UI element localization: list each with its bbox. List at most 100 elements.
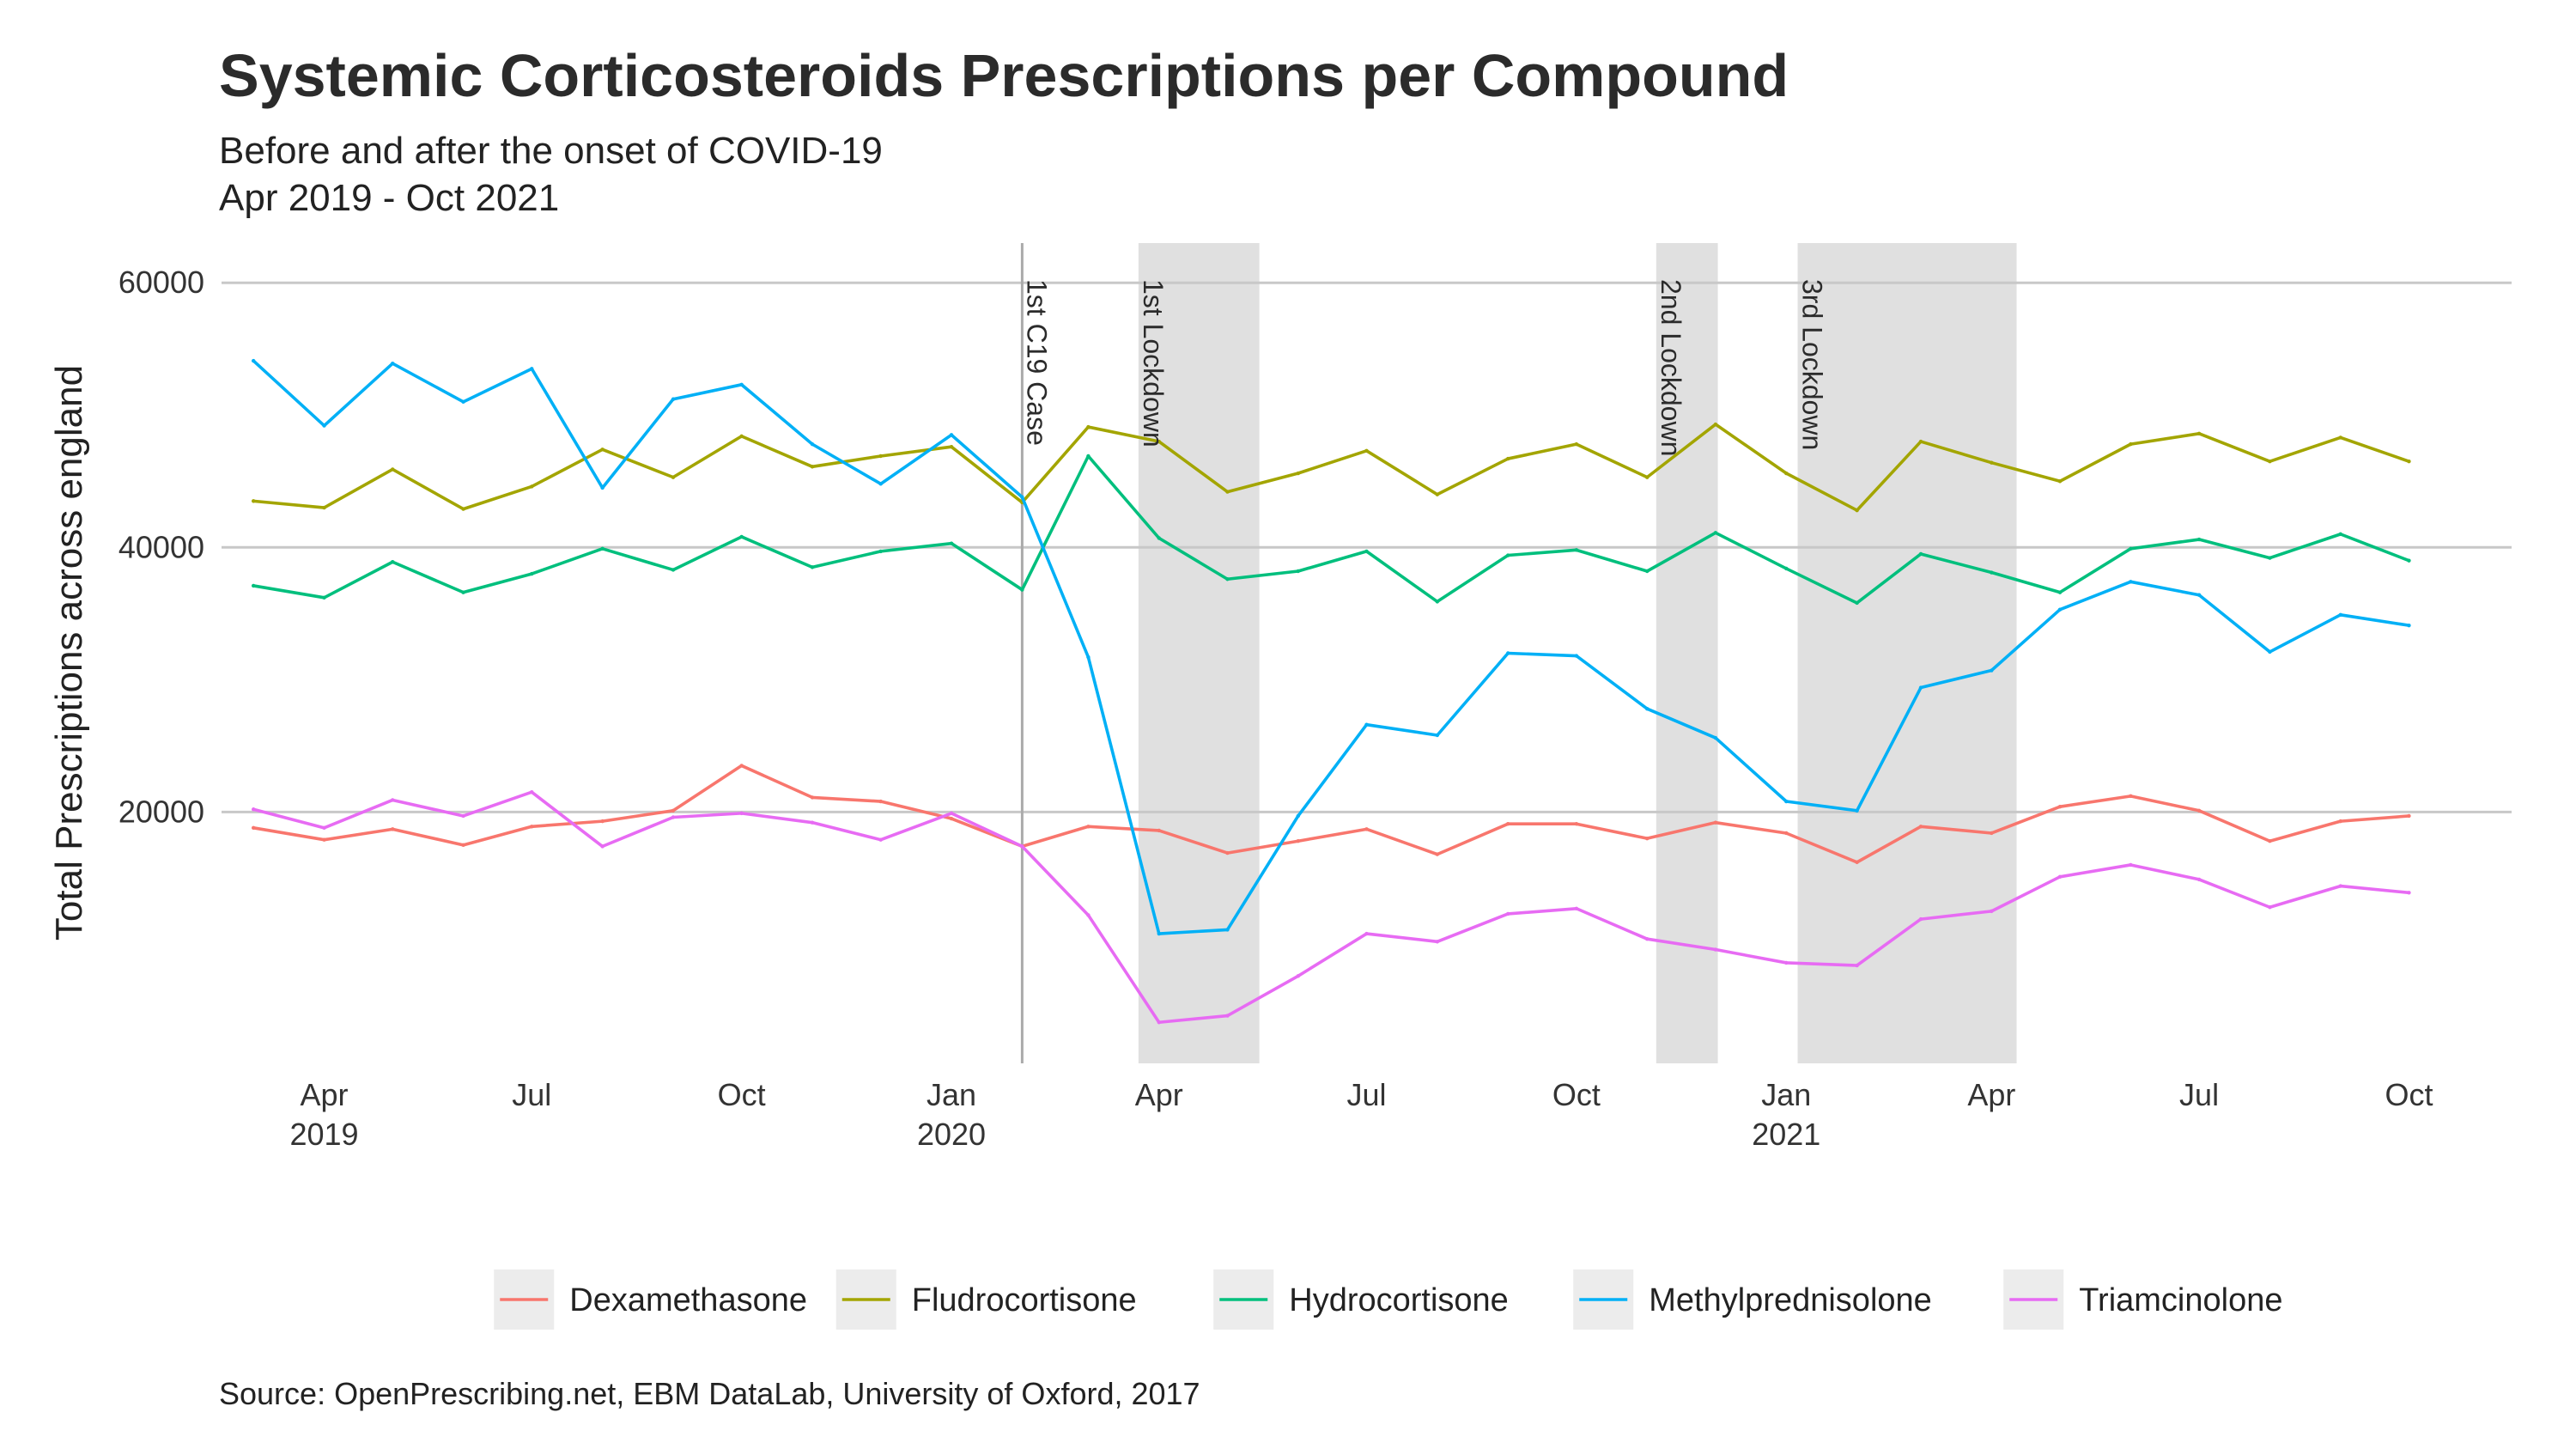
hydrocortisone-point xyxy=(1435,600,1440,604)
hydrocortisone-point xyxy=(391,560,395,564)
dexamethasone-point xyxy=(671,808,676,813)
hydrocortisone-point xyxy=(461,590,465,594)
methylprednisolone-point xyxy=(2196,593,2202,597)
dexamethasone-point xyxy=(391,827,395,831)
legend: Dexamethasone Fludrocortisone Hydrocortiso… xyxy=(494,1269,2283,1330)
methylprednisolone-point xyxy=(1990,668,1994,673)
triamcinolone-point xyxy=(1157,1020,1161,1025)
hydrocortisone-point xyxy=(1225,577,1230,581)
x-tick-label: Jul xyxy=(2179,1077,2219,1112)
hydrocortisone-point xyxy=(1990,570,1994,575)
hydrocortisone-point xyxy=(1364,549,1369,554)
hydrocortisone-point xyxy=(1505,553,1510,557)
chart-subtitle-line-2: Apr 2019 - Oct 2021 xyxy=(219,177,559,219)
dexamethasone-point xyxy=(2057,804,2063,809)
methylprednisolone-point xyxy=(2268,649,2272,654)
legend-label: Triamcinolone xyxy=(2079,1282,2282,1318)
triamcinolone-point xyxy=(1574,906,1579,910)
fludrocortisone-point xyxy=(810,465,815,469)
triamcinolone-point xyxy=(1364,931,1369,936)
hydrocortisone-point xyxy=(1855,600,1859,606)
hydrocortisone-point xyxy=(949,541,954,545)
hydrocortisone-point xyxy=(251,583,256,588)
dexamethasone-point xyxy=(878,799,883,804)
triamcinolone-point xyxy=(2129,862,2133,868)
x-tick-year-label: 2021 xyxy=(1752,1117,1820,1152)
dexamethasone-point xyxy=(251,825,256,831)
methylprednisolone-line xyxy=(252,359,2411,935)
dexamethasone-point xyxy=(1990,831,1994,836)
fludrocortisone-point xyxy=(2129,441,2133,447)
x-tick-label: Jul xyxy=(1346,1077,1386,1112)
dexamethasone-point xyxy=(739,764,744,768)
lockdown-label-1: 1st Lockdown xyxy=(1138,279,1169,447)
legend-item-hydrocortisone: Hydrocortisone xyxy=(1213,1269,1509,1330)
dexamethasone-point xyxy=(530,825,534,829)
lockdown-label-3: 3rd Lockdown xyxy=(1797,279,1828,450)
dexamethasone-point xyxy=(1784,831,1789,836)
fludrocortisone-point xyxy=(2338,435,2342,440)
triamcinolone-point xyxy=(1435,940,1440,944)
hydrocortisone-line xyxy=(252,454,2411,605)
triamcinolone-point xyxy=(1296,974,1301,978)
hydrocortisone-point xyxy=(739,534,744,539)
hydrocortisone-point xyxy=(1574,548,1579,552)
fludrocortisone-point xyxy=(2196,431,2202,436)
methylprednisolone-point xyxy=(530,367,534,371)
fludrocortisone-point xyxy=(391,467,395,472)
fludrocortisone-point xyxy=(600,447,605,452)
fludrocortisone-point xyxy=(1855,508,1859,513)
legend-item-dexamethasone: Dexamethasone xyxy=(494,1269,807,1330)
x-tick-label: Oct xyxy=(2385,1077,2433,1112)
fludrocortisone-point xyxy=(1713,422,1718,427)
hydrocortisone-point xyxy=(1086,454,1091,459)
methylprednisolone-point xyxy=(1713,735,1718,740)
triamcinolone-point xyxy=(461,813,465,819)
x-tick-label: Oct xyxy=(718,1077,766,1112)
methylprednisolone-point xyxy=(2057,607,2063,612)
fludrocortisone-point xyxy=(1364,448,1369,454)
fludrocortisone-point xyxy=(530,484,534,489)
hydrocortisone-point xyxy=(1157,536,1161,540)
triamcinolone-point xyxy=(1225,1014,1230,1018)
annotations: 1st Lockdown 2nd Lockdown 3rd Lockdown 1st … xyxy=(1021,279,1827,456)
hydrocortisone-point xyxy=(2129,546,2133,551)
triamcinolone-point xyxy=(2268,905,2272,910)
dexamethasone-point xyxy=(1505,822,1510,826)
dexamethasone-point xyxy=(461,843,465,848)
fludrocortisone-point xyxy=(2268,459,2272,464)
methylprednisolone-point xyxy=(810,441,815,447)
fludrocortisone-point xyxy=(1645,475,1649,479)
legend-item-methylprednisolone: Methylprednisolone xyxy=(1573,1269,1932,1330)
x-tick-label: Jan xyxy=(1761,1077,1811,1112)
dexamethasone-point xyxy=(1574,822,1579,826)
hydrocortisone-point xyxy=(1918,551,1923,557)
methylprednisolone-point xyxy=(878,482,883,486)
dexamethasone-point xyxy=(1918,825,1923,829)
hydrocortisone-point xyxy=(2338,532,2342,537)
legend-label: Fludrocortisone xyxy=(912,1282,1137,1318)
methylprednisolone-point xyxy=(1784,799,1789,804)
methylprednisolone-point xyxy=(1574,654,1579,658)
fludrocortisone-point xyxy=(949,445,954,449)
triamcinolone-point xyxy=(739,811,744,816)
fludrocortisone-point xyxy=(1435,492,1440,496)
x-tick-label: Apr xyxy=(1135,1077,1183,1112)
x-tick-label: Oct xyxy=(1552,1077,1601,1112)
dexamethasone-line xyxy=(252,764,2411,864)
triamcinolone-point xyxy=(1645,937,1649,941)
shaded-periods xyxy=(1138,243,2017,1063)
hydrocortisone-point xyxy=(600,546,605,551)
triamcinolone-point xyxy=(878,837,883,842)
fludrocortisone-line xyxy=(252,423,2411,512)
dexamethasone-point xyxy=(1157,828,1161,833)
lockdown-shade-3 xyxy=(1797,243,2017,1063)
x-tick-year-label: 2019 xyxy=(289,1117,358,1152)
fludrocortisone-point xyxy=(878,454,883,459)
dexamethasone-point xyxy=(2338,819,2342,824)
x-tick-label: Jan xyxy=(927,1077,976,1112)
hydrocortisone-point xyxy=(2057,590,2063,594)
triamcinolone-point xyxy=(1505,911,1510,916)
triamcinolone-point xyxy=(251,807,256,812)
